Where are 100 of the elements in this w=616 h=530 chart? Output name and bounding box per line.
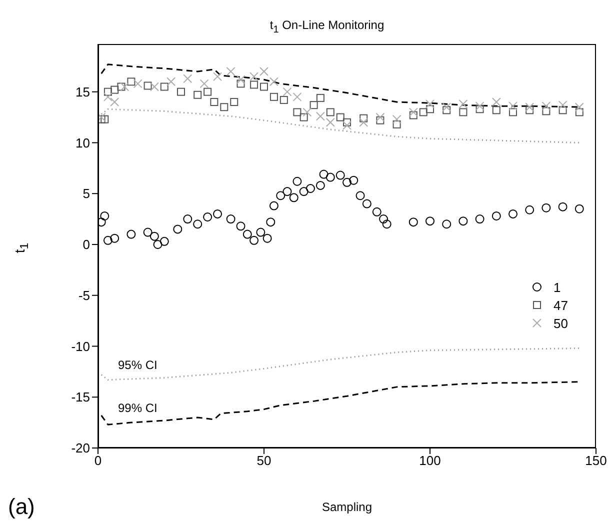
point [316,94,324,102]
point [426,216,434,226]
point [492,98,501,107]
point [326,108,334,116]
annotation: 99% CI [118,401,158,415]
point [508,102,518,111]
y-tick-label: -20 [71,440,90,456]
point [153,240,162,249]
point [242,230,252,239]
point [574,102,584,112]
point [110,234,120,243]
point [127,78,136,86]
point [349,176,358,185]
point [100,115,109,124]
point [193,220,202,229]
point [280,96,288,104]
point [183,74,192,84]
point [226,66,236,76]
point [392,120,401,128]
point [442,102,452,112]
point [319,170,328,179]
x-tick-label: 100 [419,453,441,468]
point [293,108,302,116]
point [204,88,212,96]
point [103,92,112,102]
point [269,77,278,86]
point [362,199,372,208]
point [326,118,335,127]
point [299,187,308,196]
point [120,82,130,92]
point [316,112,325,121]
point [262,234,272,243]
point [409,111,418,120]
point [509,108,517,116]
point [230,98,238,106]
point [260,66,268,76]
text: (a) [8,494,35,520]
line-series [100,348,580,381]
y-tick-label: 15 [76,84,90,100]
point [542,107,550,116]
point [166,77,176,86]
point [226,214,236,224]
annotation: 95% CI [118,358,158,372]
x-tick-label: 150 [585,453,607,468]
point [289,193,298,202]
point [408,108,418,117]
point [336,113,344,122]
point [133,79,142,88]
point [558,100,568,110]
point [356,191,365,200]
point [160,82,168,91]
point [475,102,484,111]
point [292,176,302,186]
point [492,106,500,114]
line-series [100,381,580,426]
x-tick-label: 0 [94,453,102,468]
point [250,80,258,89]
point [117,82,126,91]
point [236,80,245,88]
point [442,106,451,114]
point [408,218,418,227]
point [459,108,468,116]
point [326,172,335,182]
point [382,220,392,229]
point [575,108,584,116]
point [558,106,567,114]
y-tick-label: -10 [71,338,90,354]
point [194,90,202,99]
point [236,75,246,84]
point [475,214,484,224]
point [426,105,434,114]
x-tick-label: 50 [256,453,272,468]
point [343,118,351,126]
point [342,120,352,130]
point [300,113,308,122]
point [213,72,222,82]
line-series [100,108,580,144]
point [525,205,534,214]
point [508,209,518,218]
point [542,203,551,212]
point [98,218,106,227]
legend-label: 50 [554,316,568,330]
chart-title: t$_{1}$ On-Line Monitoring [268,18,386,36]
point [372,207,382,216]
point [236,222,246,231]
point [426,100,434,109]
point [376,112,385,122]
point [250,236,259,245]
point [316,180,325,190]
point [110,98,120,107]
point [200,79,209,88]
point [266,218,276,227]
y-tick-label: 0 [82,237,90,252]
x-axis-title: Sampling [320,500,374,514]
point [126,230,136,239]
point [458,100,468,109]
point [376,116,384,124]
point [144,82,152,90]
point [392,114,402,124]
point [282,187,292,196]
